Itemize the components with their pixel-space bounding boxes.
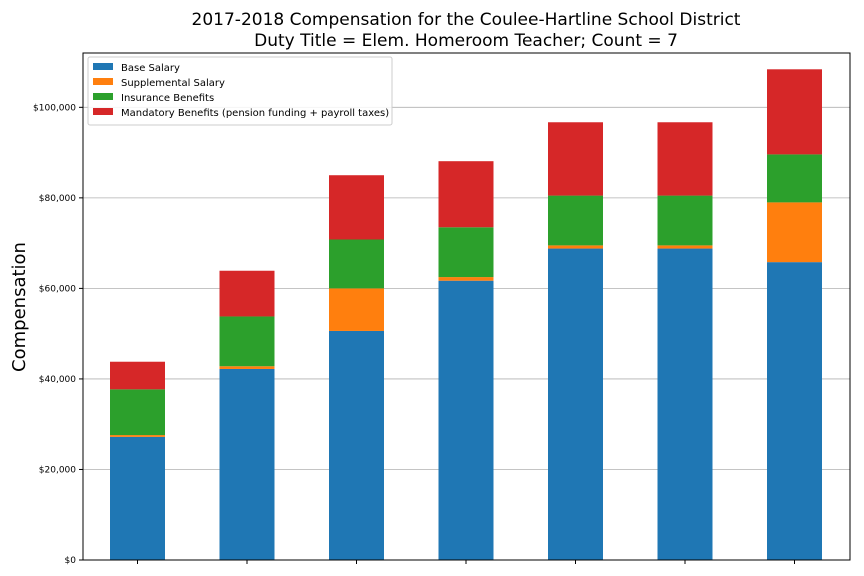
bar-segment-base [219,368,275,560]
bar-segment-supplemental [657,245,713,249]
bar-segment-supplemental [329,288,384,331]
bar-segment-base [329,330,384,560]
y-tick-label: $60,000 [39,284,76,294]
chart-subtitle: Duty Title = Elem. Homeroom Teacher; Cou… [254,31,678,51]
legend-label: Insurance Benefits [121,93,214,104]
legend-swatch [93,78,113,85]
legend-swatch [93,63,113,70]
bar-segment-mandatory [219,270,275,317]
bar-segment-supplemental [438,277,494,281]
bar-segment-insurance [657,195,713,246]
bar-segment-mandatory [329,175,384,240]
y-axis-label: Compensation [9,242,30,372]
bar-segment-base [767,262,822,560]
legend-label: Mandatory Benefits (pension funding + pa… [121,108,389,119]
bar-segment-insurance [329,239,384,289]
x-axis-ticks [137,560,795,564]
bar-segment-insurance [767,154,822,203]
bar-segment-mandatory [767,69,822,155]
y-axis-ticks: $0 $20,000 $40,000 $60,000 $80,000 $100,000 [33,103,83,566]
bar-segment-insurance [110,389,165,436]
bar-segment-base [110,436,165,560]
bar-segment-supplemental [767,202,822,263]
bar-segment-mandatory [657,122,713,196]
y-tick-label: $20,000 [39,465,76,475]
y-tick-label: $80,000 [39,194,76,204]
y-tick-label: $0 [65,556,77,566]
bar-segment-base [657,248,713,561]
bar-segment-insurance [548,195,603,246]
y-tick-label: $40,000 [39,375,76,385]
y-tick-label: $100,000 [33,103,76,113]
bar-segment-mandatory [110,361,165,390]
bar-segment-base [548,248,603,561]
bar-segment-base [438,280,494,560]
bar-segment-supplemental [219,366,275,369]
bar-segment-insurance [219,316,275,367]
bar-segment-supplemental [548,245,603,249]
legend-swatch [93,93,113,100]
bar-segment-mandatory [438,161,494,228]
bar-segment-supplemental [110,435,165,437]
legend-label: Supplemental Salary [121,78,225,89]
legend-label: Base Salary [121,63,180,74]
bar-segment-insurance [438,227,494,278]
chart-title: 2017-2018 Compensation for the Coulee-Ha… [192,10,741,30]
legend-box [87,56,393,126]
bar-segment-mandatory [548,122,603,196]
legend: Base Salary Supplemental Salary Insurance … [87,56,393,126]
legend-swatch [93,108,113,115]
bars [110,69,822,561]
